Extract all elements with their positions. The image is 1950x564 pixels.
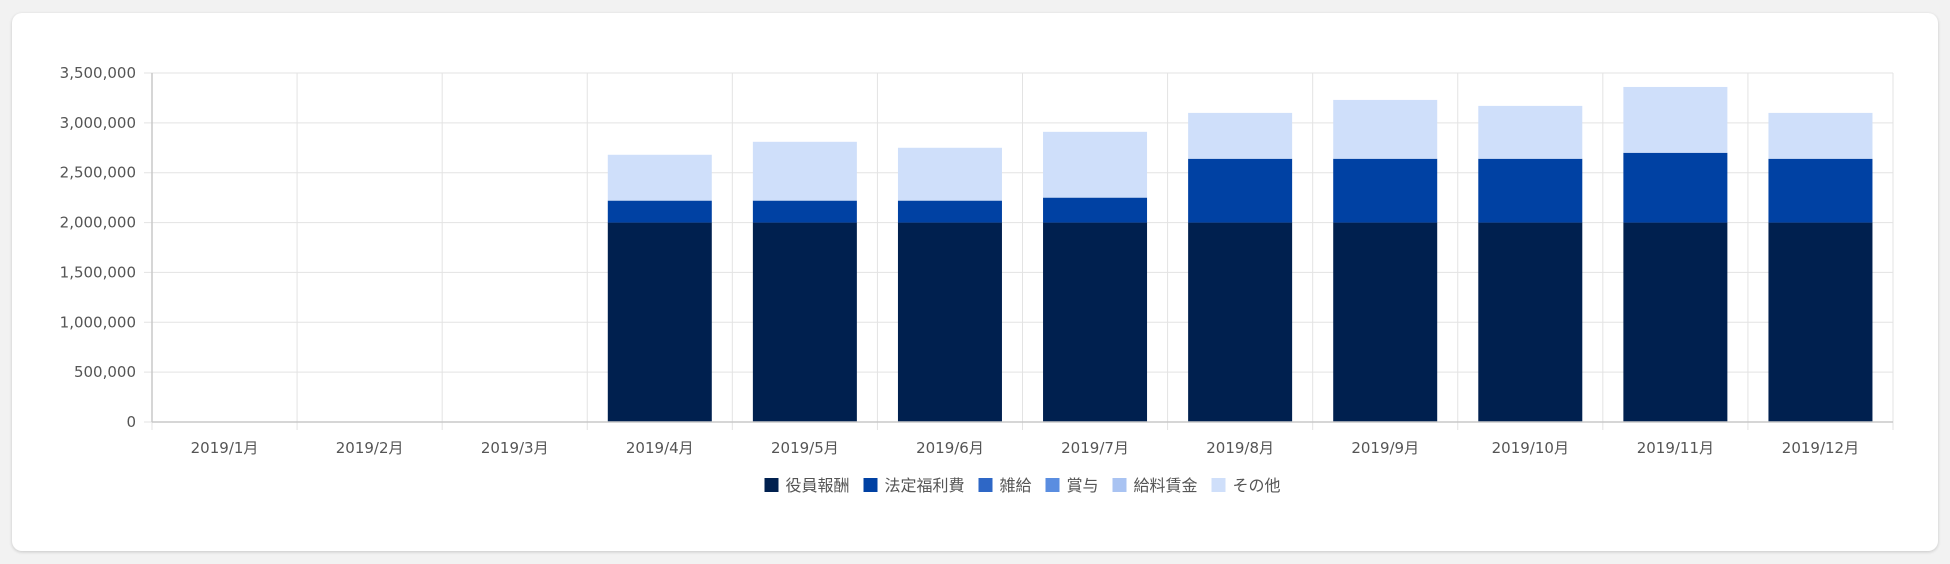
bar-segment[interactable] bbox=[1043, 222, 1148, 422]
bar-segment[interactable] bbox=[897, 147, 1002, 201]
bar-segment[interactable] bbox=[1478, 222, 1583, 422]
legend-swatch bbox=[1045, 478, 1060, 492]
x-tick-label: 2019/7月 bbox=[1061, 439, 1129, 457]
bar-segment[interactable] bbox=[1623, 222, 1728, 422]
x-tick-label: 2019/1月 bbox=[191, 439, 259, 457]
legend-label: 法定福利費 bbox=[885, 476, 965, 495]
legend-swatch bbox=[764, 478, 779, 492]
bar-segment[interactable] bbox=[1478, 105, 1583, 159]
bars bbox=[607, 86, 1873, 422]
y-tick-label: 2,000,000 bbox=[60, 214, 136, 232]
bar-segment[interactable] bbox=[752, 141, 857, 201]
y-tick-label: 3,000,000 bbox=[60, 114, 136, 132]
legend-label: 雑給 bbox=[1000, 476, 1032, 495]
y-tick-label: 1,000,000 bbox=[60, 313, 136, 331]
bar-segment[interactable] bbox=[897, 222, 1002, 422]
x-tick-label: 2019/9月 bbox=[1351, 439, 1419, 457]
legend-swatch bbox=[978, 478, 993, 492]
legend: 役員報酬 法定福利費 雑給 賞与 給料賃金 その他 bbox=[764, 476, 1281, 495]
bar-segment[interactable] bbox=[1768, 158, 1873, 223]
legend-label: 役員報酬 bbox=[786, 476, 850, 495]
bar-segment[interactable] bbox=[607, 222, 712, 422]
bar-segment[interactable] bbox=[607, 154, 712, 201]
bar-segment[interactable] bbox=[1188, 158, 1293, 223]
x-axis-ticks: 2019/1月 2019/2月 2019/3月 2019/4月 2019/5月 2019/… bbox=[191, 439, 1859, 457]
legend-item[interactable]: その他 bbox=[1211, 476, 1281, 495]
x-tick-label: 2019/11月 bbox=[1637, 439, 1714, 457]
bar-segment[interactable] bbox=[752, 222, 857, 422]
legend-label: その他 bbox=[1233, 476, 1281, 495]
legend-item[interactable]: 役員報酬 bbox=[764, 476, 850, 495]
x-tick-label: 2019/10月 bbox=[1492, 439, 1569, 457]
legend-item[interactable]: 雑給 bbox=[978, 476, 1032, 495]
bar-segment[interactable] bbox=[1768, 112, 1873, 159]
bar-segment[interactable] bbox=[1333, 99, 1438, 159]
bar-segment[interactable] bbox=[752, 200, 857, 223]
bar-segment[interactable] bbox=[1333, 222, 1438, 422]
x-tick-label: 2019/3月 bbox=[481, 439, 549, 457]
x-tick-label: 2019/2月 bbox=[336, 439, 404, 457]
bar-segment[interactable] bbox=[1768, 222, 1873, 422]
y-tick-label: 2,500,000 bbox=[60, 164, 136, 182]
bar-segment[interactable] bbox=[1623, 86, 1728, 153]
bar-segment[interactable] bbox=[607, 200, 712, 223]
bar-segment[interactable] bbox=[1478, 158, 1583, 223]
x-tick-label: 2019/4月 bbox=[626, 439, 694, 457]
legend-swatch bbox=[1112, 478, 1127, 492]
bar-segment[interactable] bbox=[1623, 152, 1728, 223]
bar-segment[interactable] bbox=[1188, 222, 1293, 422]
legend-item[interactable]: 法定福利費 bbox=[863, 476, 965, 495]
bar-segment[interactable] bbox=[1043, 197, 1148, 223]
bar-segment[interactable] bbox=[1333, 158, 1438, 223]
legend-label: 給料賃金 bbox=[1134, 476, 1198, 495]
y-axis-ticks: 0 500,000 1,000,000 1,500,000 2,000,000 2,500… bbox=[60, 64, 136, 431]
x-tick-label: 2019/12月 bbox=[1782, 439, 1859, 457]
bar-segment[interactable] bbox=[1188, 112, 1293, 159]
legend-label: 賞与 bbox=[1067, 476, 1099, 495]
axes bbox=[151, 73, 1893, 423]
y-tick-label: 3,500,000 bbox=[60, 64, 136, 82]
bar-segment[interactable] bbox=[1043, 131, 1148, 198]
x-tick-label: 2019/6月 bbox=[916, 439, 984, 457]
y-tick-label: 500,000 bbox=[74, 363, 136, 381]
bar-segment[interactable] bbox=[897, 200, 1002, 223]
x-tick-label: 2019/5月 bbox=[771, 439, 839, 457]
legend-item[interactable]: 賞与 bbox=[1045, 476, 1099, 495]
legend-swatch bbox=[1211, 478, 1226, 492]
y-tick-label: 0 bbox=[126, 413, 136, 431]
legend-swatch bbox=[863, 478, 878, 492]
x-tick-label: 2019/8月 bbox=[1206, 439, 1274, 457]
legend-item[interactable]: 給料賃金 bbox=[1112, 476, 1198, 495]
y-tick-label: 1,500,000 bbox=[60, 263, 136, 281]
